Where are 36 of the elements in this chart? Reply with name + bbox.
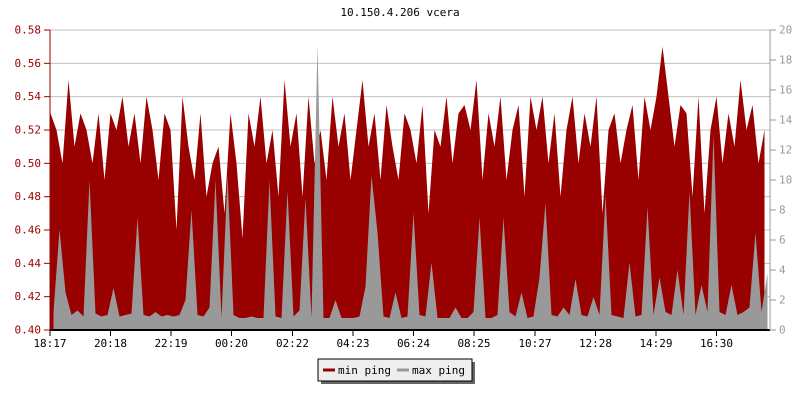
y2-tick-label: 12 — [779, 144, 792, 157]
y-tick-label: 0.40 — [14, 324, 41, 337]
y-tick-label: 0.54 — [14, 90, 42, 104]
y-tick-label: 0.50 — [14, 156, 41, 170]
x-tick-label: 02:22 — [276, 336, 310, 350]
x-tick-label: 22:19 — [154, 336, 188, 350]
y-tick-label: 0.44 — [14, 256, 42, 270]
x-tick-label: 14:29 — [639, 336, 673, 350]
chart-title: 10.150.4.206 vcera — [340, 6, 460, 19]
y2-tick-label: 6 — [779, 234, 786, 247]
y2-tick-label: 20 — [779, 24, 792, 37]
x-tick-label: 06:24 — [396, 336, 430, 350]
y-tick-label: 0.42 — [14, 290, 41, 304]
y2-tick-label: 0 — [779, 324, 786, 337]
y2-tick-label: 10 — [779, 174, 792, 187]
y2-tick-label: 16 — [779, 84, 792, 97]
y-tick-label: 0.58 — [14, 24, 41, 37]
y2-tick-label: 18 — [779, 54, 792, 67]
y-tick-label: 0.48 — [14, 190, 41, 204]
y2-tick-label: 2 — [779, 294, 786, 307]
y2-tick-label: 8 — [779, 204, 786, 217]
x-tick-label: 20:18 — [94, 336, 128, 350]
y-tick-label: 0.46 — [14, 224, 41, 237]
y-tick-label: 0.56 — [14, 56, 41, 70]
x-tick-label: 04:23 — [336, 336, 370, 350]
x-tick-label: 16:30 — [700, 336, 734, 350]
x-tick-label: 10:27 — [518, 336, 552, 350]
legend-label: max ping — [412, 364, 465, 377]
y2-tick-label: 4 — [779, 264, 786, 277]
y-tick-label: 0.52 — [14, 124, 41, 137]
legend-label: min ping — [338, 364, 391, 377]
x-tick-label: 08:25 — [457, 336, 491, 350]
x-tick-label: 18:17 — [33, 336, 67, 350]
x-tick-label: 00:20 — [214, 336, 248, 350]
x-tick-label: 12:28 — [578, 336, 612, 350]
y2-tick-label: 14 — [779, 114, 793, 127]
